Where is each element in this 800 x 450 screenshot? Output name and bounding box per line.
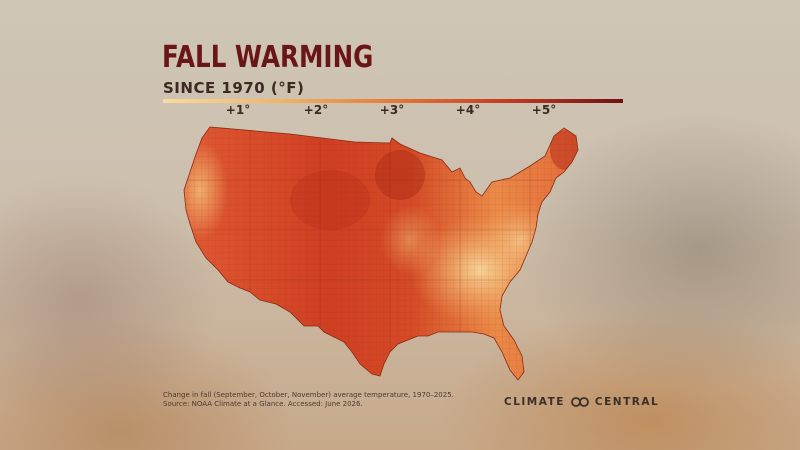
us-counties-map xyxy=(183,126,579,381)
footnote-line-2: Source: NOAA Climate at a Glance. Access… xyxy=(163,400,363,408)
color-scale-bar xyxy=(163,99,623,103)
infinity-logo-icon xyxy=(571,397,589,407)
scale-tick-5: +5° xyxy=(531,103,557,117)
climate-central-logo: CLIMATE CENTRAL xyxy=(504,394,659,410)
scale-tick-2: +2° xyxy=(303,103,329,117)
scale-tick-1: +1° xyxy=(225,103,251,117)
map-footnote: Change in fall (September, October, Nove… xyxy=(163,391,454,409)
logo-text-left: CLIMATE xyxy=(504,396,565,408)
map-title: FALL WARMING xyxy=(162,40,374,75)
scale-tick-3: +3° xyxy=(379,103,405,117)
scale-tick-4: +4° xyxy=(455,103,481,117)
map-subtitle: SINCE 1970 (°F) xyxy=(163,79,305,97)
footnote-line-1: Change in fall (September, October, Nove… xyxy=(163,391,454,399)
logo-text-right: CENTRAL xyxy=(594,396,660,408)
